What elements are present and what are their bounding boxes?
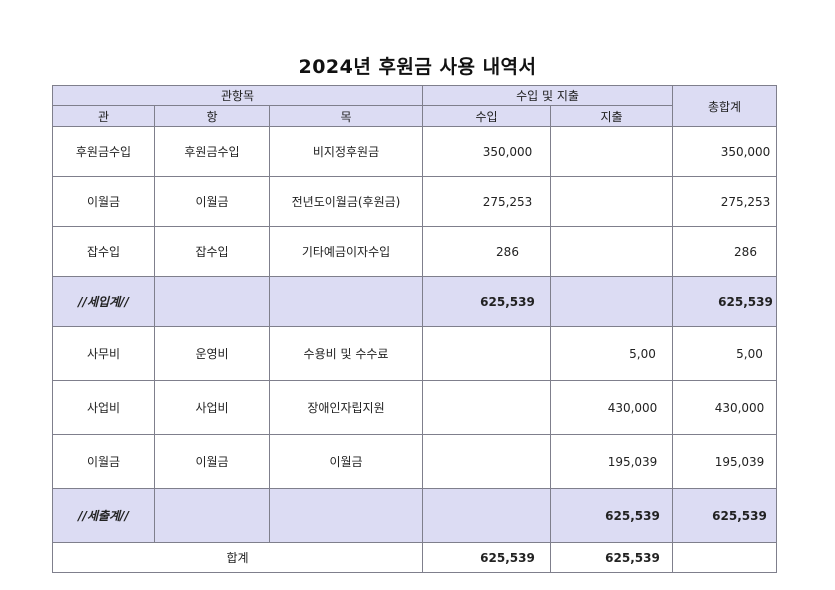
header-mok: 목 bbox=[269, 105, 423, 127]
cell-income: 275,253 bbox=[422, 176, 551, 227]
cell-gwan: 잡수입 bbox=[52, 226, 155, 277]
cell-income: 350,000 bbox=[422, 126, 551, 177]
table-row: 사무비 운영비 수용비 및 수수료 5,00 5,00 bbox=[52, 326, 777, 381]
header-row-1: 관항목 수입 및 지출 총합계 bbox=[52, 85, 777, 127]
header-hang: 항 bbox=[154, 105, 270, 127]
table-row: 잡수입 잡수입 기타예금이자수입 286 286 bbox=[52, 226, 777, 277]
header-gwan: 관 bbox=[52, 105, 155, 127]
header-income-expense-group: 수입 및 지출 bbox=[422, 85, 673, 106]
cell-hang: 운영비 bbox=[154, 326, 270, 381]
grand-total-row: 합계 625,539 625,539 bbox=[52, 542, 777, 573]
header-item-group: 관항목 bbox=[52, 85, 423, 106]
cell-total: 275,253 bbox=[672, 176, 777, 227]
cell-hang: 사업비 bbox=[154, 380, 270, 435]
cell-total: 195,039 bbox=[672, 434, 777, 489]
cell-expense bbox=[550, 176, 673, 227]
cell-expense bbox=[550, 226, 673, 277]
cell-total: 5,00 bbox=[672, 326, 777, 381]
cell-expense: 430,000 bbox=[550, 380, 673, 435]
cell-expense bbox=[550, 126, 673, 177]
table-row: 후원금수입 후원금수입 비지정후원금 350,000 350,000 bbox=[52, 126, 777, 177]
donation-usage-table: 관항목 수입 및 지출 총합계 관 항 목 수입 지출 후원금수입 후원금수입 … bbox=[52, 85, 777, 573]
table-row: 이월금 이월금 전년도이월금(후원금) 275,253 275,253 bbox=[52, 176, 777, 227]
grand-total-empty bbox=[672, 542, 777, 573]
cell-mok: 비지정후원금 bbox=[269, 126, 423, 177]
cell-income: 286 bbox=[422, 226, 551, 277]
grand-total-label: 합계 bbox=[52, 542, 423, 573]
cell-hang: 이월금 bbox=[154, 434, 270, 489]
cell-income bbox=[422, 326, 551, 381]
cell-gwan: 사업비 bbox=[52, 380, 155, 435]
cell-hang bbox=[154, 276, 270, 327]
table-row: 사업비 사업비 장애인자립지원 430,000 430,000 bbox=[52, 380, 777, 435]
cell-hang: 이월금 bbox=[154, 176, 270, 227]
table-row: 이월금 이월금 이월금 195,039 195,039 bbox=[52, 434, 777, 489]
cell-mok: 장애인자립지원 bbox=[269, 380, 423, 435]
expense-subtotal-total: 625,539 bbox=[672, 488, 777, 543]
expense-subtotal-expense: 625,539 bbox=[550, 488, 673, 543]
header-total: 총합계 bbox=[672, 85, 777, 127]
cell-hang bbox=[154, 488, 270, 543]
income-subtotal-row: //세입계// 625,539 625,539 bbox=[52, 276, 777, 327]
cell-income bbox=[422, 488, 551, 543]
cell-total: 430,000 bbox=[672, 380, 777, 435]
header-row-2: 관 항 목 수입 지출 bbox=[52, 105, 777, 127]
expense-subtotal-label: //세출계// bbox=[52, 488, 155, 543]
cell-expense bbox=[550, 276, 673, 327]
document-title: 2024년 후원금 사용 내역서 bbox=[298, 56, 537, 78]
cell-hang: 후원금수입 bbox=[154, 126, 270, 177]
cell-gwan: 이월금 bbox=[52, 176, 155, 227]
header-expense: 지출 bbox=[550, 105, 673, 127]
income-subtotal-label: //세입계// bbox=[52, 276, 155, 327]
income-subtotal-total: 625,539 bbox=[672, 276, 777, 327]
cell-expense: 5,00 bbox=[550, 326, 673, 381]
cell-gwan: 후원금수입 bbox=[52, 126, 155, 177]
cell-mok: 수용비 및 수수료 bbox=[269, 326, 423, 381]
expense-subtotal-row: //세출계// 625,539 625,539 bbox=[52, 488, 777, 543]
cell-total: 350,000 bbox=[672, 126, 777, 177]
cell-hang: 잡수입 bbox=[154, 226, 270, 277]
grand-total-expense: 625,539 bbox=[550, 542, 673, 573]
cell-gwan: 이월금 bbox=[52, 434, 155, 489]
cell-income bbox=[422, 380, 551, 435]
cell-income bbox=[422, 434, 551, 489]
cell-total: 286 bbox=[672, 226, 777, 277]
cell-expense: 195,039 bbox=[550, 434, 673, 489]
income-subtotal-income: 625,539 bbox=[422, 276, 551, 327]
cell-mok: 기타예금이자수입 bbox=[269, 226, 423, 277]
cell-gwan: 사무비 bbox=[52, 326, 155, 381]
cell-mok bbox=[269, 488, 423, 543]
cell-mok bbox=[269, 276, 423, 327]
header-income: 수입 bbox=[422, 105, 551, 127]
grand-total-income: 625,539 bbox=[422, 542, 551, 573]
cell-mok: 전년도이월금(후원금) bbox=[269, 176, 423, 227]
cell-mok: 이월금 bbox=[269, 434, 423, 489]
